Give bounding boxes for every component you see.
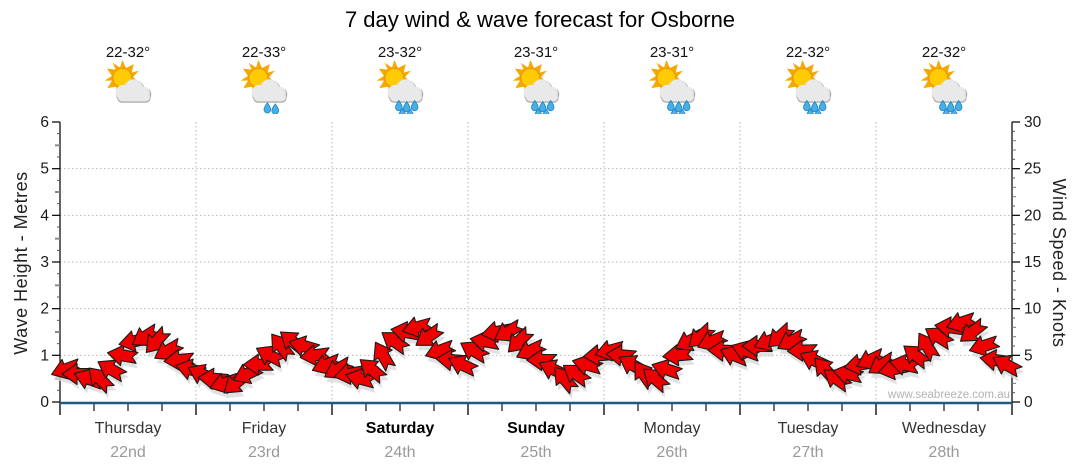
svg-text:5: 5 <box>1024 347 1033 364</box>
svg-text:15: 15 <box>1024 254 1041 271</box>
raindrop-icon <box>395 99 403 112</box>
wind-arrow <box>359 359 388 384</box>
svg-text:5: 5 <box>40 161 49 178</box>
raindrop-icon <box>402 100 411 113</box>
wind-arrow <box>992 354 1023 378</box>
weather-icon <box>468 60 604 116</box>
sun-cloud-rain-icon <box>920 60 968 114</box>
raindrop-icon <box>398 107 406 114</box>
weather-icon <box>604 60 740 116</box>
raindrop-icon <box>410 99 419 112</box>
day-date: 26th <box>656 444 688 461</box>
svg-text:6: 6 <box>40 114 49 131</box>
svg-text:4: 4 <box>40 207 49 224</box>
raindrop-icon <box>818 99 827 112</box>
tick-marks <box>52 121 1020 415</box>
day-date: 27th <box>792 444 824 461</box>
raindrop-icon <box>670 107 678 114</box>
raindrop-icon <box>942 107 950 114</box>
raindrop-icon <box>810 100 819 113</box>
raindrop-icon <box>674 100 683 113</box>
raindrop-icon <box>803 99 811 112</box>
sun-cloud-rain-icon <box>376 60 424 114</box>
weather-icon <box>332 60 468 116</box>
svg-text:25: 25 <box>1024 161 1041 178</box>
wind-arrows <box>51 312 1023 395</box>
day-date: 28th <box>928 444 960 461</box>
day-name: Monday <box>643 420 701 437</box>
day-temp: 23-31° <box>513 44 559 61</box>
wind-arrow <box>373 341 396 372</box>
raindrop-icon <box>271 103 280 114</box>
svg-text:2: 2 <box>40 301 49 318</box>
wind-arrow <box>946 312 978 334</box>
raindrop-icon <box>954 99 963 112</box>
raindrop-icon <box>939 99 947 112</box>
wave-height-axis-label: Wave Height - Metres <box>11 171 31 355</box>
watermark: www.seabreeze.com.au <box>887 389 1010 401</box>
page-title: 7 day wind & wave forecast for Osborne <box>344 7 736 32</box>
day-name: Saturday <box>365 420 435 437</box>
sun-cloud-light-rain-icon <box>240 60 288 114</box>
day-date: 23rd <box>247 444 281 461</box>
weather-icon <box>740 60 876 116</box>
svg-text:30: 30 <box>1024 114 1042 131</box>
raindrop-icon <box>263 102 272 114</box>
sun-cloud-rain-icon <box>512 60 560 114</box>
day-date: 25th <box>520 444 552 461</box>
wind-arrow <box>415 323 445 346</box>
svg-text:10: 10 <box>1024 301 1042 318</box>
raindrop-icon <box>814 108 822 114</box>
day-date: 24th <box>384 444 416 461</box>
weather-icon <box>60 60 196 116</box>
raindrop-icon <box>682 99 691 112</box>
day-temp: 23-32° <box>377 44 423 61</box>
raindrop-icon <box>667 99 675 112</box>
raindrop-icon <box>531 99 539 112</box>
raindrop-icon <box>406 108 414 114</box>
raindrop-icon <box>542 108 550 114</box>
sun-cloud-icon <box>104 60 152 103</box>
wind-arrow <box>959 317 989 342</box>
wind-arrow <box>968 335 1001 357</box>
wind-arrow <box>299 344 332 367</box>
raindrop-icon <box>534 107 542 114</box>
raindrop-icon <box>546 99 555 112</box>
raindrop-icon <box>950 108 958 114</box>
sun-cloud-rain-icon <box>784 60 832 114</box>
svg-text:1: 1 <box>40 347 49 364</box>
day-temp: 22-32° <box>785 44 831 61</box>
raindrop-icon <box>806 107 814 114</box>
sun-cloud-rain-icon <box>648 60 696 114</box>
day-name: Tuesday <box>777 420 839 437</box>
raindrop-icon <box>678 108 686 114</box>
day-temp: 22-32° <box>105 44 151 61</box>
day-name: Wednesday <box>901 420 987 437</box>
day-date: 22nd <box>110 444 146 461</box>
weather-icon <box>876 60 1012 116</box>
day-temp: 22-33° <box>241 44 287 61</box>
day-temp: 23-31° <box>649 44 695 61</box>
svg-text:3: 3 <box>40 254 49 271</box>
raindrop-icon <box>946 100 955 113</box>
day-name: Thursday <box>94 420 162 437</box>
svg-text:20: 20 <box>1024 207 1042 224</box>
day-name: Friday <box>241 420 287 437</box>
day-name: Sunday <box>507 420 565 437</box>
raindrop-icon <box>538 100 547 113</box>
wind-speed-axis-label: Wind Speed - Knots <box>1049 178 1069 348</box>
svg-text:0: 0 <box>1024 394 1033 411</box>
svg-text:0: 0 <box>40 394 49 411</box>
tick-labels: 0 1 2 3 4 5 6 0 5 10 15 20 25 30 <box>40 114 1041 411</box>
day-temp: 22-32° <box>921 44 967 61</box>
wind-arrow <box>401 316 434 338</box>
weather-icon <box>196 60 332 116</box>
